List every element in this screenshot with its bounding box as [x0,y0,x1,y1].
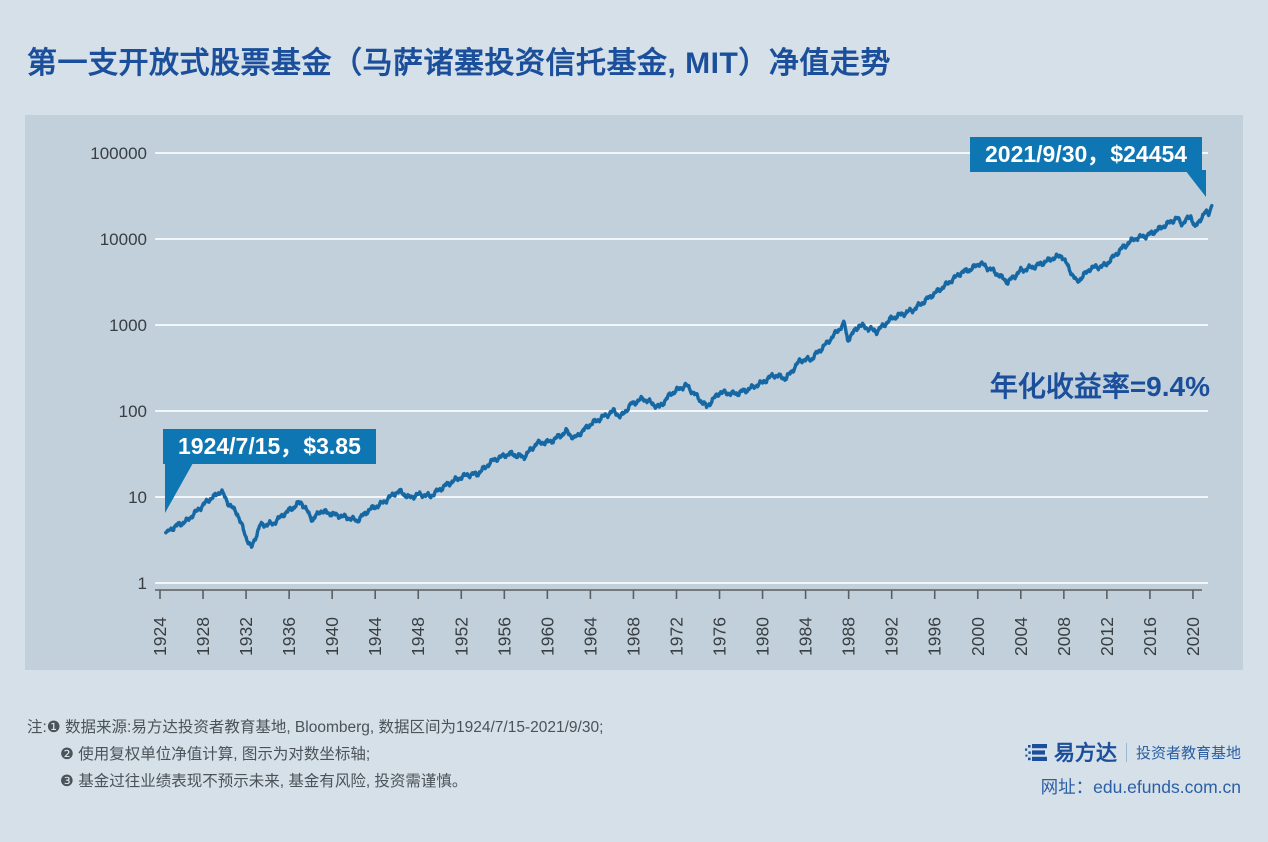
efunds-logo-icon [1024,742,1048,763]
x-axis-tick-label: 2020 [1183,617,1203,656]
net-value-series-line [164,203,1214,549]
footnotes: 注:❶ 数据来源:易方达投资者教育基地, Bloomberg, 数据区间为192… [27,714,603,795]
footnote-text: ❷ 使用复权单位净值计算, 图示为对数坐标轴; [60,746,371,763]
brand-row: 易方达 投资者教育基地 [1024,737,1241,767]
brand-divider [1125,742,1127,762]
x-axis-tick-label: 1988 [839,617,859,656]
y-axis-tick-label: 10000 [100,230,147,249]
footnote-text: ❶ 数据来源:易方达投资者教育基地, Bloomberg, 数据区间为1924/… [46,719,604,736]
x-axis-tick-label: 1928 [193,617,213,656]
x-axis-tick-label: 1924 [150,617,170,656]
footnote-line: ❸ 基金过往业绩表现不预示未来, 基金有风险, 投资需谨慎。 [27,768,603,795]
x-axis-tick-label: 2012 [1097,617,1117,656]
net-value-line-chart: 1 10 100 1000 10000 100000 1924 1928 1932 1936 194… [90,144,1214,656]
x-axis-tick-label: 1960 [537,617,557,656]
x-axis-tick-label: 1976 [710,617,730,656]
x-axis-tick-label: 1992 [882,617,902,656]
brand-block: 易方达 投资者教育基地 网址：edu.efunds.com.cn [1024,737,1241,799]
x-axis-tick-label: 1948 [408,617,428,656]
footnote-text: ❸ 基金过往业绩表现不预示未来, 基金有风险, 投资需谨慎。 [60,773,468,790]
x-axis-tick-label: 1932 [236,617,256,656]
footnote-line: ❷ 使用复权单位净值计算, 图示为对数坐标轴; [27,741,603,768]
page-title: 第一支开放式股票基金（马萨诸塞投资信托基金, MIT）净值走势 [27,47,891,80]
start-value-callout-label: 1924/7/15，$3.85 [178,433,361,459]
end-value-callout: 2021/9/30，$24454 [970,137,1203,172]
x-axis-tick-label: 1968 [623,617,643,656]
x-axis-tick-label: 1972 [666,617,686,656]
x-axis-tick-label: 1936 [279,617,299,656]
x-axis-tick-label: 1940 [322,617,342,656]
footnote-line: 注:❶ 数据来源:易方达投资者教育基地, Bloomberg, 数据区间为192… [27,714,603,741]
x-axis-tick-label: 2000 [968,617,988,656]
brand-subtitle: 投资者教育基地 [1135,744,1241,762]
brand-name: 易方达 [1053,742,1117,765]
x-axis-tick-label: 2008 [1054,617,1074,656]
y-axis-tick-label: 10 [128,488,147,507]
x-axis-tick-label: 1952 [451,617,471,656]
x-axis-tick-label: 1984 [796,617,816,656]
x-axis-tick-label: 1956 [494,617,514,656]
y-axis-tick-label: 1 [138,574,147,593]
x-axis-tick-label: 2004 [1011,617,1031,656]
y-axis-tick-label: 100 [119,402,147,421]
brand-url: 网址：edu.efunds.com.cn [1040,777,1241,797]
x-axis-tick-label: 2016 [1140,617,1160,656]
y-axis-tick-label: 1000 [109,316,147,335]
x-axis-tick-label: 1980 [753,617,773,656]
start-value-callout-tail [165,463,193,513]
x-axis-tick-label: 1964 [580,617,600,656]
x-axis-tick-label: 1996 [925,617,945,656]
annualized-return-label: 年化收益率=9.4% [989,371,1210,402]
y-axis-tick-label: 100000 [90,144,147,163]
end-value-callout-tail [1185,170,1206,197]
footnote-prefix: 注: [27,719,47,736]
x-axis-tick-label: 1944 [365,617,385,656]
end-value-callout-label: 2021/9/30，$24454 [985,141,1188,167]
start-value-callout: 1924/7/15，$3.85 [163,429,376,464]
chart-panel: 1 10 100 1000 10000 100000 1924 1928 1932 1936 194… [25,115,1243,670]
